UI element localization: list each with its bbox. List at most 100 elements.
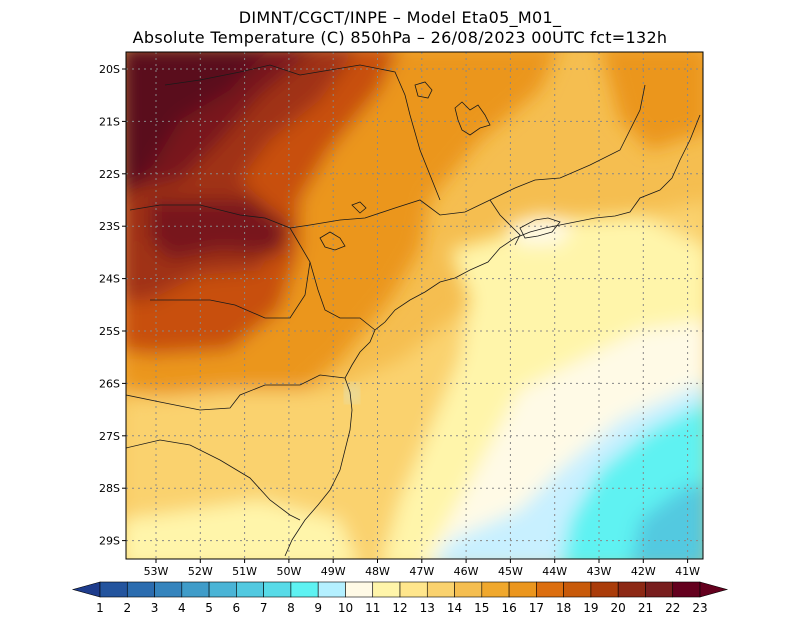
lon-label: 53W [144, 565, 169, 578]
lon-label: 47W [409, 565, 434, 578]
colorbar-label: 3 [151, 601, 159, 615]
colorbar-swatch [317, 581, 346, 598]
colorbar-swatch [126, 581, 155, 598]
colorbar-arrow-left [71, 581, 101, 598]
colorbar-label: 19 [583, 601, 598, 615]
bay-outline [519, 217, 561, 239]
lat-label: 25S [99, 325, 120, 338]
field-teal-region [632, 482, 703, 559]
colorbar-swatch [399, 581, 428, 598]
colorbar-swatch [372, 581, 401, 598]
lon-label: 52W [188, 565, 213, 578]
colorbar-swatch [426, 581, 455, 598]
colorbar-label: 7 [260, 601, 268, 615]
colorbar: 1 2 3 4 5 6 7 8 9 10 11 12 13 14 15 16 17 18 19 20 21 22 23 [71, 581, 729, 615]
colorbar-label: 10 [338, 601, 353, 615]
state-border-7 [164, 64, 301, 86]
reservoir-3 [414, 81, 433, 99]
colorbar-label: 2 [123, 601, 131, 615]
reservoir-1 [454, 101, 491, 136]
colorbar-label: 13 [420, 601, 435, 615]
map-frame [125, 51, 704, 560]
lat-label: 24S [99, 273, 120, 286]
colorbar-swatch [263, 581, 292, 598]
lon-label: 50W [276, 565, 301, 578]
colorbar-swatch [617, 581, 646, 598]
lon-label: 46W [454, 565, 479, 578]
field-very-hot-region [126, 52, 264, 194]
field-orange-northeast [601, 52, 703, 150]
colorbar-label: 16 [501, 601, 516, 615]
state-border-2 [150, 261, 311, 319]
temperature-field [126, 52, 703, 559]
lat-label: 26S [99, 377, 120, 390]
colorbar-label: 21 [638, 601, 653, 615]
colorbar-swatch [99, 581, 128, 598]
lat-label: 22S [99, 168, 120, 181]
colorbar-swatch [454, 581, 483, 598]
lon-label: 43W [587, 565, 612, 578]
colorbar-swatch [590, 581, 619, 598]
longitude-labels: 53W 52W 51W 50W 49W 48W 47W 46W 45W 44W 43W 42W 41W [144, 559, 700, 578]
colorbar-swatch [672, 581, 701, 598]
lat-label: 28S [99, 482, 120, 495]
colorbar-label: 9 [314, 601, 322, 615]
colorbar-swatch [208, 581, 237, 598]
lon-label: 51W [232, 565, 257, 578]
colorbar-label: 6 [233, 601, 241, 615]
colorbar-label: 1 [96, 601, 104, 615]
colorbar-swatch [154, 581, 183, 598]
lon-label: 45W [498, 565, 523, 578]
field-hot-dark-region-2 [150, 200, 290, 260]
colorbar-label: 18 [556, 601, 571, 615]
colorbar-swatch [290, 581, 319, 598]
colorbar-label: 23 [692, 601, 707, 615]
lon-label: 42W [631, 565, 656, 578]
colorbar-label: 22 [665, 601, 680, 615]
state-border-4 [126, 439, 301, 521]
colorbar-swatch [645, 581, 674, 598]
colorbar-label: 20 [611, 601, 626, 615]
lon-label: 49W [321, 565, 346, 578]
colorbar-swatch [345, 581, 374, 598]
colorbar-label: 8 [287, 601, 295, 615]
state-border-3 [126, 374, 346, 411]
state-border-8 [489, 199, 521, 246]
colorbar-swatch [508, 581, 537, 598]
colorbar-swatch [536, 581, 564, 598]
colorbar-label: 14 [447, 601, 462, 615]
latitude-labels: 20S 21S 22S 23S 24S 25S 26S 27S 28S 29S [99, 63, 126, 548]
colorbar-label: 15 [474, 601, 489, 615]
lat-label: 23S [99, 220, 120, 233]
field-pale-yellow-south [126, 500, 356, 559]
lat-label: 21S [99, 115, 120, 128]
colorbar-swatch [236, 581, 264, 598]
map-title-line1: DIMNT/CGCT/INPE – Model Eta05_M01_ [238, 8, 562, 27]
lon-label: 44W [542, 565, 567, 578]
state-border-1 [129, 204, 376, 331]
field-cream-patch [505, 215, 575, 245]
field-cyan-spot [346, 385, 358, 401]
coastline [284, 227, 546, 557]
lon-label: 48W [365, 565, 390, 578]
colorbar-label: 5 [205, 601, 213, 615]
colorbar-label: 4 [178, 601, 186, 615]
coastline-east [544, 114, 701, 229]
colorbar-swatch [181, 581, 210, 598]
colorbar-arrow-right [699, 581, 729, 598]
map-title-line2: Absolute Temperature (C) 850hPa – 26/08/… [132, 28, 668, 47]
colorbar-swatch [563, 581, 592, 598]
reservoir-4 [351, 201, 367, 214]
lat-label: 29S [99, 535, 120, 548]
state-border-6 [299, 64, 441, 201]
colorbar-label: 11 [365, 601, 380, 615]
lat-label: 20S [99, 63, 120, 76]
map-outlines [126, 64, 701, 557]
lat-label: 27S [99, 430, 120, 443]
graticule-grid [126, 52, 703, 559]
colorbar-label: 17 [529, 601, 544, 615]
reservoir-2 [319, 231, 346, 251]
colorbar-label: 12 [392, 601, 407, 615]
colorbar-swatch [481, 581, 510, 598]
